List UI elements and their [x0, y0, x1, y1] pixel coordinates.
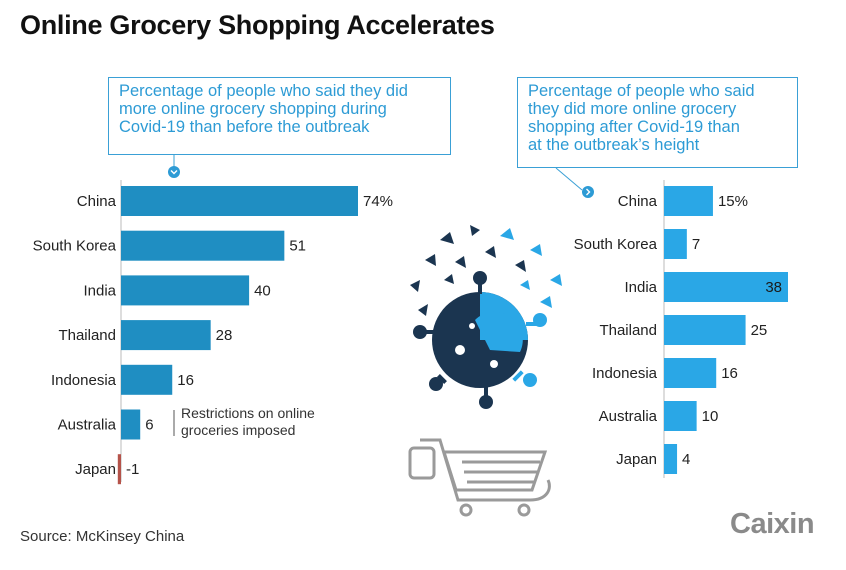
left-value-label: 40 [254, 282, 271, 299]
left-category-label: India [83, 282, 116, 299]
right-category-label: Indonesia [592, 365, 658, 382]
virus-icon [410, 225, 562, 409]
left-category-label: Indonesia [51, 372, 117, 389]
restrictions-annotation: Restrictions on online groceries imposed [173, 405, 315, 438]
left-value-label: -1 [126, 461, 139, 478]
right-value-label: 15% [718, 193, 748, 210]
annotation-line: groceries imposed [181, 422, 295, 438]
right-category-label: Japan [616, 451, 657, 468]
left-bar [121, 230, 285, 261]
left-callout-line: Percentage of people who said they did [119, 82, 408, 100]
right-value-label: 4 [682, 451, 690, 468]
page-title: Online Grocery Shopping Accelerates [20, 10, 495, 40]
left-bar [121, 186, 358, 216]
right-category-label: South Korea [574, 236, 658, 253]
source-note: Source: McKinsey China [20, 528, 185, 545]
right-bar [664, 401, 697, 431]
right-category-label: Thailand [599, 322, 657, 339]
left-chart-callout: Percentage of people who said they did m… [108, 77, 451, 155]
right-bar [664, 272, 788, 302]
right-bar-chart: China 15% South Korea 7 India 38 Thailand 25 Ind… [574, 186, 788, 474]
right-bar [664, 315, 746, 345]
left-bar [121, 364, 173, 395]
right-callout-line: Percentage of people who said [528, 82, 755, 100]
left-value-label: 16 [177, 372, 194, 389]
right-callout-line: shopping after Covid-19 than [528, 118, 740, 136]
left-bar [117, 454, 121, 485]
left-callout-line: more online grocery shopping during [119, 100, 387, 118]
left-bar [121, 320, 211, 351]
right-value-label: 7 [692, 236, 700, 253]
right-value-label: 38 [765, 279, 782, 296]
left-value-label: 28 [216, 327, 233, 344]
right-category-label: China [618, 193, 658, 210]
chevron-down-icon [168, 166, 180, 178]
right-bar [664, 186, 713, 216]
right-category-label: India [624, 279, 657, 296]
annotation-line: Restrictions on online [181, 405, 315, 421]
shopping-cart-icon [408, 438, 551, 517]
right-bar [664, 358, 717, 388]
right-bar [664, 444, 678, 474]
left-bar [121, 409, 141, 440]
left-category-label: South Korea [33, 238, 117, 255]
left-category-label: Japan [75, 461, 116, 478]
left-callout-line: Covid-19 than before the outbreak [119, 118, 370, 136]
left-bar-chart: China 74% South Korea 51 India 40 Thailand 28 In… [33, 186, 393, 485]
right-value-label: 16 [721, 365, 738, 382]
right-callout-line: at the outbreak’s height [528, 136, 700, 154]
right-chart-callout: Percentage of people who said they did m… [517, 77, 798, 168]
right-value-label: 25 [751, 322, 768, 339]
left-category-label: Australia [58, 417, 117, 434]
left-value-label: 6 [145, 417, 153, 434]
caixin-logo: Caixin [730, 508, 815, 540]
left-value-label: 74% [363, 193, 393, 210]
right-bar [664, 229, 687, 259]
chevron-right-icon [582, 186, 594, 198]
left-value-label: 51 [289, 238, 306, 255]
right-category-label: Australia [599, 408, 658, 425]
left-category-label: Thailand [58, 327, 116, 344]
left-category-label: China [77, 193, 117, 210]
right-callout-line: they did more online grocery [528, 100, 737, 118]
callout-connectors [173, 155, 583, 191]
left-bar [121, 275, 250, 306]
right-value-label: 10 [702, 408, 719, 425]
